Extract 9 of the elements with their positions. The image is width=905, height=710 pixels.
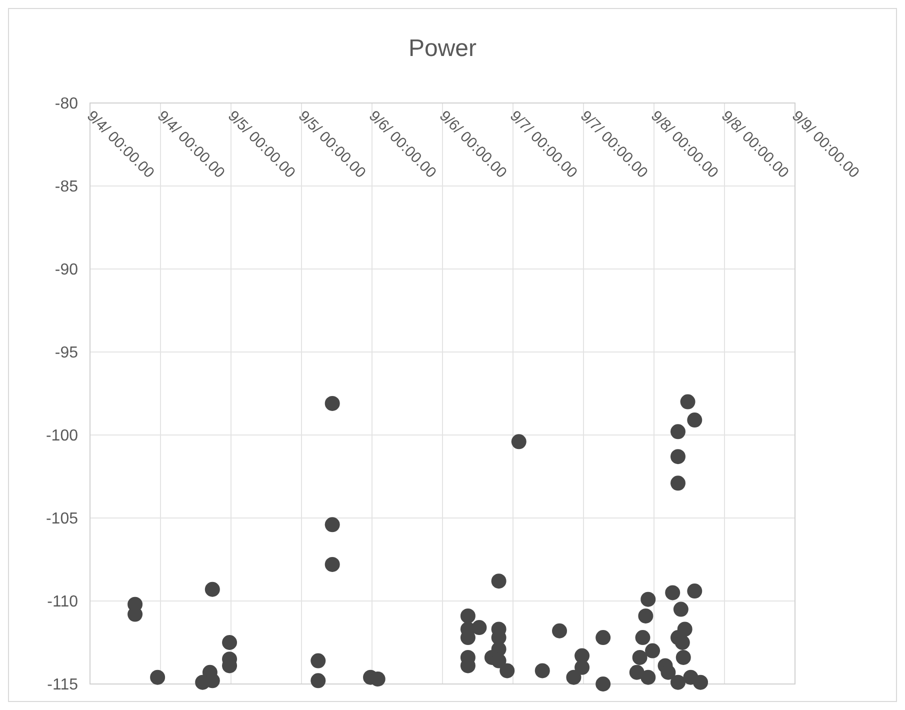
y-tick-label: -100	[46, 428, 78, 445]
y-tick-label: -95	[54, 344, 78, 362]
y-tick-label: -115	[47, 676, 78, 694]
y-tick-label: -110	[47, 594, 78, 611]
y-tick-label: -105	[46, 510, 78, 528]
y-tick-label: -85	[54, 178, 78, 196]
chart-title: Power	[408, 35, 477, 62]
y-tick-label: -80	[54, 96, 78, 113]
y-tick-label: -90	[54, 262, 78, 279]
